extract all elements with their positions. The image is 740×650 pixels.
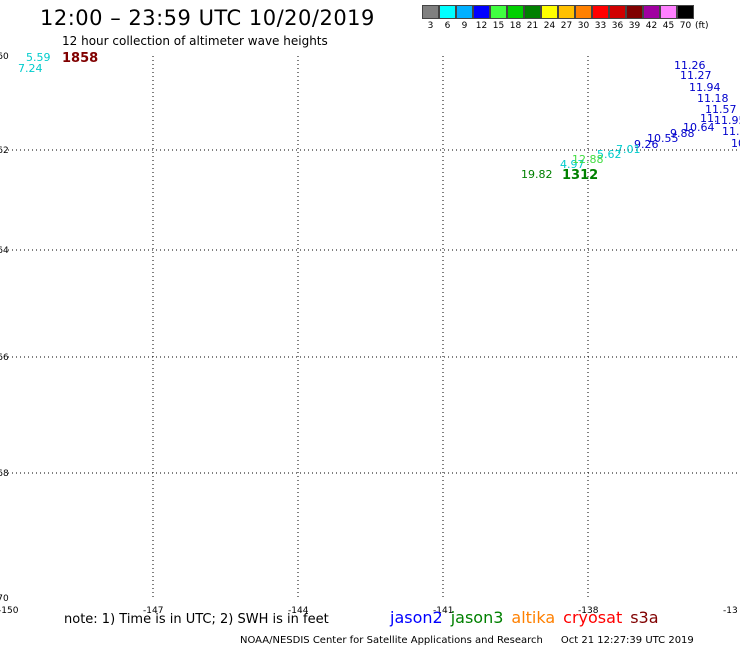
wave-height-label: 7.24 [18, 62, 43, 75]
satellite-jason2: jason2 [390, 608, 443, 627]
legend-swatch [524, 5, 541, 19]
wave-height-label: 11.57 [705, 103, 737, 116]
wave-height-label: 5.62 [597, 148, 622, 161]
satellite-s3a: s3a [630, 608, 659, 627]
wave-height-label: 4.97 [560, 158, 585, 171]
wave-height-label: 9.88 [670, 127, 695, 140]
map-title: 12:00 – 23:59 UTC 10/20/2019 [40, 6, 375, 30]
legend-label: 45 [662, 21, 675, 31]
longitude-label: -141 [433, 606, 453, 616]
legend-swatch [422, 5, 439, 19]
color-legend: 3 6 9 12 15 18 21 24 27 30 33 36 39 42 45 70 (ft) [422, 5, 709, 31]
credit-text: NOAA/NESDIS Center for Satellite Applica… [240, 635, 543, 646]
satellite-cryosat: cryosat [563, 608, 623, 627]
wave-height-label: 11.95 [714, 114, 740, 127]
legend-swatch [558, 5, 575, 19]
legend-swatch [507, 5, 524, 19]
wave-height-label: 11.94 [689, 81, 721, 94]
latitude-label: -66 [0, 353, 9, 363]
latitude-label: -68 [0, 469, 9, 479]
legend-label: 12 [475, 21, 488, 31]
timestamp: Oct 21 12:27:39 UTC 2019 [560, 635, 694, 646]
legend-label: 39 [628, 21, 641, 31]
wave-height-label: 5.59 [26, 51, 51, 64]
note-text: note: 1) Time is in UTC; 2) SWH is in fe… [64, 612, 329, 627]
wave-height-label: 10.55 [647, 132, 679, 145]
legend-swatches [422, 5, 709, 19]
longitude-label: -138 [578, 606, 599, 616]
wave-height-label: 11.18 [697, 92, 729, 105]
wave-height-label: 12.88 [572, 153, 604, 166]
legend-swatch [456, 5, 473, 19]
map-subtitle: 12 hour collection of altimeter wave hei… [62, 34, 328, 48]
legend-label: 42 [645, 21, 658, 31]
wave-height-label: 7.01 [616, 143, 641, 156]
wave-height-label: 11. [722, 125, 740, 138]
legend-label: 36 [611, 21, 624, 31]
satellite-jason3: jason3 [450, 608, 504, 627]
legend-label: 21 [526, 21, 539, 31]
legend-labels: 3 6 9 12 15 18 21 24 27 30 33 36 39 42 45 70 (ft) [422, 21, 709, 31]
latitude-label: -60 [0, 52, 9, 62]
legend-swatch [490, 5, 507, 19]
legend-swatch [626, 5, 643, 19]
wave-height-label: 11.27 [680, 69, 712, 82]
legend-label: 24 [543, 21, 556, 31]
legend-swatch [660, 5, 677, 19]
legend-swatch [677, 5, 694, 19]
wave-height-label: 10.64 [683, 121, 715, 134]
legend-label: 6 [444, 21, 451, 31]
legend-swatch [592, 5, 609, 19]
wave-height-label: 11.26 [674, 59, 706, 72]
legend-label: 30 [577, 21, 590, 31]
wave-height-label: 11. [700, 112, 718, 125]
longitude-label: -150 [0, 606, 19, 616]
legend-swatch [473, 5, 490, 19]
legend-swatch [609, 5, 626, 19]
longitude-label: -13 [723, 606, 738, 616]
latitude-label: -70 [0, 594, 9, 604]
legend-label: 27 [560, 21, 573, 31]
satellite-legend: jason2 jason3 altika cryosat s3a [390, 608, 667, 627]
wave-height-label: 19.82 [521, 168, 553, 181]
latitude-label: -62 [0, 146, 9, 156]
wave-height-label: 1858 [62, 51, 98, 66]
legend-label: 70 [679, 21, 692, 31]
credit-line: NOAA/NESDIS Center for Satellite Applica… [240, 635, 694, 646]
legend-label: 18 [509, 21, 522, 31]
legend-label: 15 [492, 21, 505, 31]
wave-height-label: 10 [731, 137, 740, 150]
longitude-label: -144 [288, 606, 309, 616]
wave-height-label: 9.26 [634, 138, 659, 151]
legend-label: 3 [427, 21, 434, 31]
latitude-label: -64 [0, 246, 9, 256]
legend-label: 33 [594, 21, 607, 31]
legend-unit: (ft) [695, 21, 709, 31]
legend-swatch [439, 5, 456, 19]
legend-swatch [643, 5, 660, 19]
longitude-label: -147 [143, 606, 163, 616]
legend-swatch [575, 5, 592, 19]
legend-swatch [541, 5, 558, 19]
legend-label: 9 [461, 21, 468, 31]
wave-height-label: 1312 [562, 168, 598, 183]
satellite-altika: altika [511, 608, 556, 627]
